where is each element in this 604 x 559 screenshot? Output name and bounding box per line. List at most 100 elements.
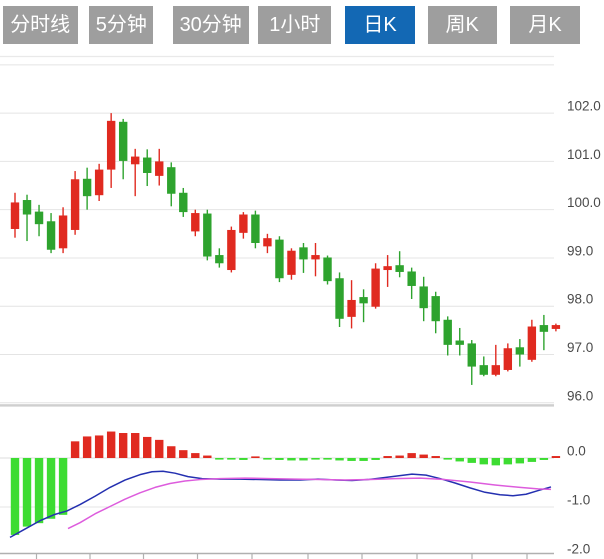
macd-bar bbox=[431, 456, 440, 458]
candle bbox=[347, 299, 356, 317]
tab-monthly[interactable]: 月K bbox=[510, 6, 580, 44]
macd-bar bbox=[239, 458, 248, 460]
tab-30min[interactable]: 30分钟 bbox=[172, 6, 249, 44]
dea-line bbox=[67, 477, 552, 530]
macd-bar bbox=[359, 458, 368, 461]
macd-bar bbox=[167, 446, 176, 458]
tab-1hour[interactable]: 1小时 bbox=[258, 6, 332, 44]
candle bbox=[58, 215, 68, 249]
macd-bar bbox=[215, 458, 224, 460]
y-axis-label: 0.0 bbox=[567, 444, 586, 459]
y-axis-label: 98.0 bbox=[567, 292, 593, 307]
macd-bar bbox=[131, 433, 140, 458]
y-axis-label: -2.0 bbox=[567, 542, 590, 557]
macd-bar bbox=[491, 458, 500, 466]
macd-bar bbox=[395, 455, 404, 458]
tab-weekly[interactable]: 周K bbox=[427, 6, 497, 44]
macd-bar bbox=[58, 458, 68, 515]
macd-bar bbox=[515, 458, 525, 464]
candle bbox=[455, 340, 464, 345]
macd-bar bbox=[311, 458, 320, 460]
candle bbox=[167, 167, 176, 194]
candle bbox=[94, 169, 104, 196]
candle bbox=[179, 192, 188, 213]
candle bbox=[70, 179, 80, 230]
macd-bar bbox=[299, 458, 308, 461]
candle bbox=[551, 325, 561, 329]
candle bbox=[467, 343, 476, 367]
macd-bar bbox=[34, 458, 44, 524]
macd-bar bbox=[179, 450, 188, 458]
macd-bar bbox=[527, 458, 537, 462]
macd-bar bbox=[467, 458, 476, 463]
candle bbox=[299, 247, 308, 260]
period-tab-bar: 分时线 5分钟 30分钟 1小时 日K 周K 月K bbox=[0, 0, 604, 48]
candle bbox=[443, 319, 452, 345]
y-axis-label: 96.0 bbox=[567, 388, 593, 403]
y-axis-label: 97.0 bbox=[567, 340, 593, 355]
macd-bar bbox=[10, 458, 20, 535]
candle bbox=[359, 297, 368, 304]
y-axis-label: 100.0 bbox=[567, 195, 601, 210]
tab-5min[interactable]: 5分钟 bbox=[89, 6, 154, 44]
macd-bar bbox=[263, 458, 272, 460]
candle bbox=[155, 161, 164, 176]
macd-bar bbox=[539, 458, 549, 460]
candle bbox=[287, 250, 296, 275]
macd-bar bbox=[46, 458, 56, 519]
macd-bar bbox=[70, 441, 80, 458]
macd-bar bbox=[94, 435, 104, 458]
candle bbox=[383, 266, 392, 271]
macd-bar bbox=[22, 458, 32, 527]
tab-timeline[interactable]: 分时线 bbox=[2, 6, 78, 44]
macd-bar bbox=[287, 458, 296, 461]
candle bbox=[215, 255, 224, 264]
candle bbox=[479, 365, 488, 375]
candle bbox=[82, 178, 92, 197]
macd-bar bbox=[383, 456, 392, 458]
candle bbox=[131, 156, 140, 165]
candle bbox=[251, 214, 260, 243]
macd-bar bbox=[323, 458, 332, 460]
y-axis-label: 99.0 bbox=[567, 243, 593, 258]
macd-bar bbox=[443, 458, 452, 460]
candle bbox=[335, 278, 344, 319]
macd-bar bbox=[371, 458, 380, 460]
candle bbox=[371, 268, 380, 307]
candle bbox=[407, 271, 416, 286]
candle bbox=[263, 238, 272, 247]
candle bbox=[491, 365, 500, 375]
candle bbox=[503, 348, 513, 370]
candle bbox=[143, 157, 152, 173]
candle bbox=[239, 214, 248, 233]
candle bbox=[203, 213, 212, 257]
macd-bar bbox=[419, 454, 428, 458]
macd-bar bbox=[335, 458, 344, 461]
y-axis-label: 102.0 bbox=[567, 99, 601, 114]
candle bbox=[539, 325, 549, 332]
candle bbox=[227, 229, 236, 271]
candle bbox=[22, 200, 32, 215]
macd-bar bbox=[407, 453, 416, 458]
macd-bar bbox=[275, 458, 284, 460]
candle bbox=[311, 255, 320, 260]
macd-bar bbox=[155, 439, 164, 458]
macd-bar bbox=[503, 458, 513, 465]
candle bbox=[118, 121, 128, 161]
macd-bar bbox=[203, 455, 212, 458]
macd-bar bbox=[455, 458, 464, 462]
tab-daily[interactable]: 日K bbox=[345, 6, 415, 44]
candle bbox=[275, 239, 284, 279]
candle bbox=[323, 257, 332, 282]
candle bbox=[395, 265, 404, 272]
candle bbox=[419, 286, 428, 309]
y-axis-label: -1.0 bbox=[567, 493, 590, 508]
macd-bar bbox=[82, 436, 92, 458]
macd-bar bbox=[251, 456, 260, 458]
macd-bar bbox=[347, 458, 356, 461]
candle bbox=[431, 296, 440, 322]
macd-bar bbox=[106, 431, 116, 458]
candle bbox=[46, 221, 56, 250]
